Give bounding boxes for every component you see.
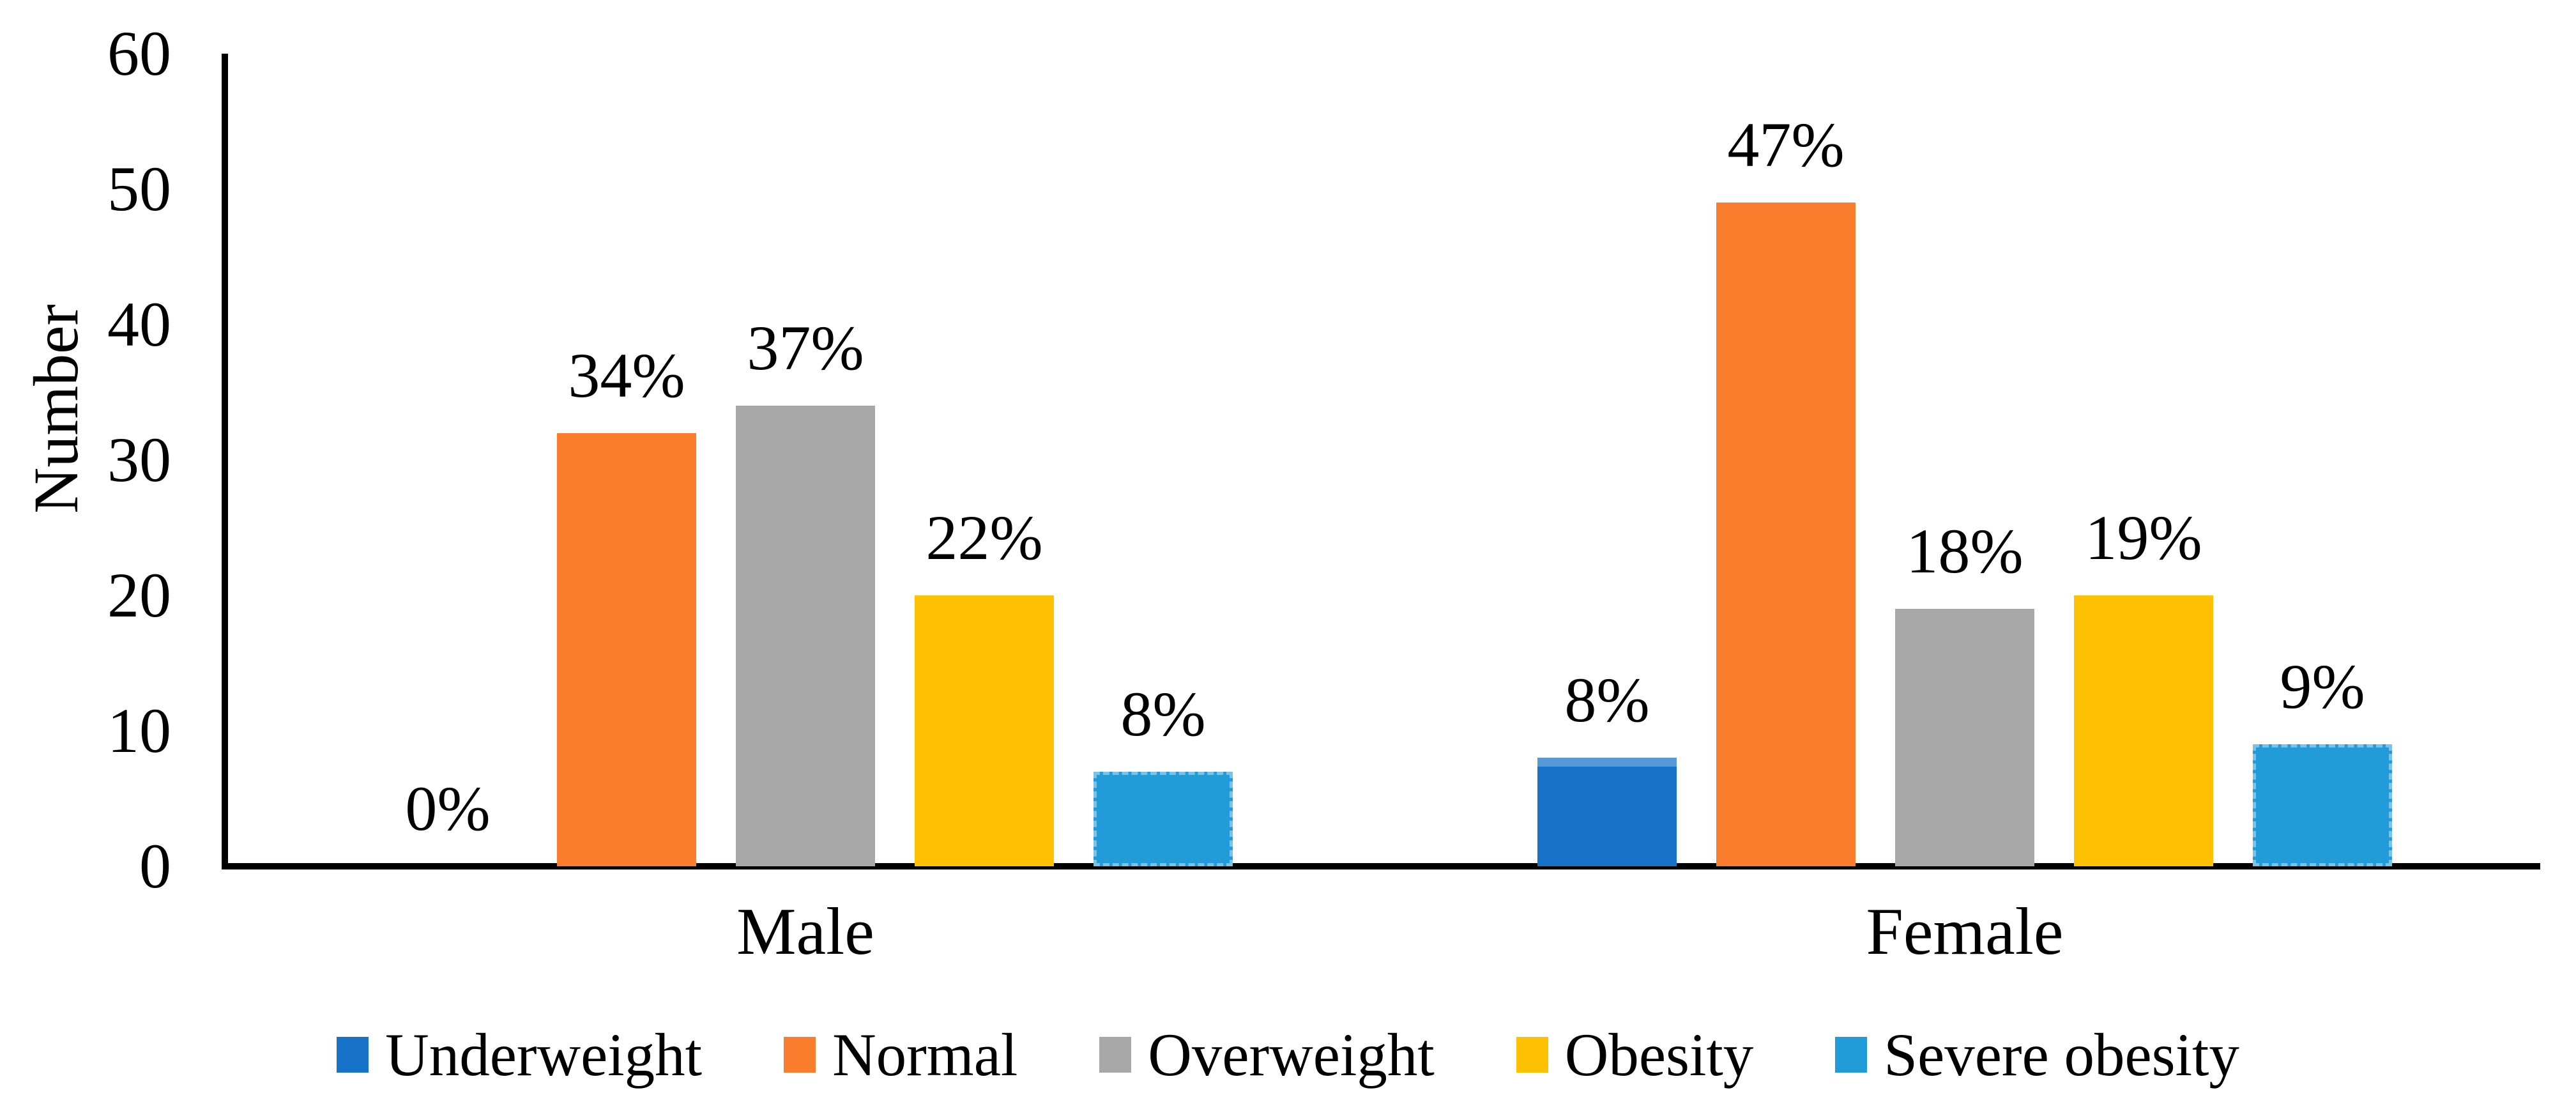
y-tick-label: 50	[107, 153, 171, 224]
bar-group-female: 8% 47% 18% 19% 9%	[1537, 45, 2392, 866]
bar-group-male: 0% 34% 37% 22% 8%	[378, 45, 1233, 866]
bar-female-severe-obesity	[2253, 744, 2392, 866]
y-axis-title: Number	[20, 304, 91, 514]
bar-value-label: 18%	[1906, 516, 2023, 586]
bar-value-label: 19%	[2085, 502, 2202, 573]
legend: Underweight Normal Overweight Obesity Severe…	[0, 1020, 2576, 1090]
bar-female-underweight	[1537, 758, 1677, 866]
legend-item-obesity: Obesity	[1516, 1020, 1754, 1090]
y-axis-line	[222, 54, 228, 869]
legend-swatch	[337, 1037, 369, 1073]
legend-swatch	[1835, 1037, 1868, 1073]
y-tick-label: 0	[139, 831, 171, 901]
bar-male-obesity	[915, 595, 1054, 866]
y-tick-label: 40	[107, 289, 171, 360]
bar-male-normal	[557, 433, 696, 866]
bar-value-label: 37%	[747, 312, 864, 383]
bar-female-obesity	[2074, 595, 2213, 866]
legend-label: Severe obesity	[1884, 1021, 2239, 1089]
legend-item-underweight: Underweight	[337, 1020, 702, 1090]
bar-female-normal	[1716, 203, 1856, 866]
bar-value-label: 8%	[1564, 664, 1650, 735]
bar-value-label: 47%	[1727, 109, 1845, 180]
legend-item-severe-obesity: Severe obesity	[1835, 1020, 2239, 1090]
x-axis-line	[222, 863, 2540, 869]
legend-label: Normal	[832, 1021, 1018, 1089]
legend-label: Underweight	[385, 1021, 703, 1089]
bar-value-label: 0%	[405, 773, 491, 844]
legend-label: Overweight	[1148, 1021, 1435, 1089]
x-category-label-male: Male	[736, 894, 874, 969]
bar-value-label: 22%	[926, 502, 1043, 573]
y-tick-label: 30	[107, 424, 171, 495]
bar-value-label: 34%	[568, 340, 685, 411]
bar-male-overweight	[736, 406, 875, 866]
y-tick-label: 10	[107, 695, 171, 766]
legend-swatch	[1099, 1037, 1132, 1073]
legend-swatch	[1516, 1037, 1548, 1073]
bar-value-label: 8%	[1120, 678, 1206, 749]
legend-label: Obesity	[1564, 1021, 1754, 1089]
y-tick-label: 60	[107, 18, 171, 89]
bar-male-severe-obesity	[1094, 772, 1233, 866]
legend-item-normal: Normal	[784, 1020, 1017, 1090]
bar-value-label: 9%	[2280, 651, 2365, 722]
x-category-label-female: Female	[1866, 894, 2064, 969]
bar-female-overweight	[1895, 609, 2034, 866]
legend-swatch	[784, 1037, 816, 1073]
y-tick-label: 20	[107, 560, 171, 631]
legend-item-overweight: Overweight	[1099, 1020, 1435, 1090]
